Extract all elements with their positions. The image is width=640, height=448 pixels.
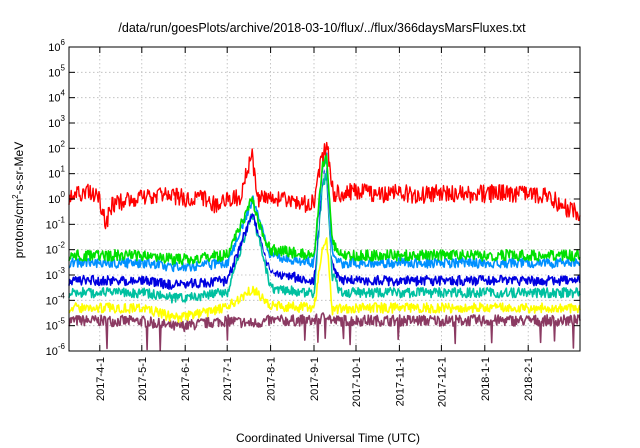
y-tick-label: 102 bbox=[48, 139, 65, 155]
y-tick-label: 103 bbox=[48, 114, 65, 130]
x-tick-label: 2017-7-1 bbox=[222, 357, 234, 401]
y-tick-label: 10-3 bbox=[46, 266, 66, 282]
y-tick-label: 10-2 bbox=[46, 241, 66, 257]
series-line bbox=[68, 237, 581, 323]
y-axis-label: protons/cm2-s-sr-MeV bbox=[11, 142, 26, 258]
y-tick-label: 10-4 bbox=[46, 291, 66, 307]
series-line bbox=[68, 161, 581, 280]
x-tick-label: 2017-6-1 bbox=[180, 357, 192, 401]
y-tick-label: 10-1 bbox=[46, 215, 66, 231]
y-axis-label-main: protons/cm bbox=[12, 199, 26, 258]
x-tick-label: 2018-1-1 bbox=[480, 357, 492, 401]
chart-title: /data/run/goesPlots/archive/2018-03-10/f… bbox=[118, 21, 526, 35]
x-tick-label: 2017-10-1 bbox=[351, 357, 363, 407]
y-tick-label: 100 bbox=[48, 190, 65, 206]
x-tick-label: 2017-11-1 bbox=[394, 357, 406, 406]
y-tick-label: 104 bbox=[48, 89, 65, 105]
y-axis-label-superscript: 2 bbox=[11, 194, 20, 199]
x-tick-label: 2017-12-1 bbox=[436, 357, 448, 407]
x-tick-label: 2017-5-1 bbox=[137, 357, 149, 401]
y-tick-label: 105 bbox=[48, 63, 65, 79]
x-tick-label: 2017-8-1 bbox=[266, 357, 278, 401]
x-axis-label: Coordinated Universal Time (UTC) bbox=[236, 431, 420, 445]
x-tick-label: 2017-4-1 bbox=[95, 357, 107, 401]
y-axis-label-units: -s-sr-MeV bbox=[12, 142, 26, 195]
y-tick-label: 106 bbox=[48, 38, 65, 54]
y-tick-label: 101 bbox=[48, 165, 65, 181]
x-tick-labels: 2017-4-1 2017-5-1 2017-6-1 2017-7-1 2017-8-1… bbox=[95, 357, 535, 407]
series-line bbox=[68, 312, 581, 352]
axis-ticks bbox=[69, 46, 580, 352]
series-line bbox=[68, 170, 581, 304]
x-tick-label: 2017-9-1 bbox=[309, 357, 321, 401]
y-tick-label: 10-5 bbox=[46, 317, 66, 333]
data-series bbox=[68, 141, 581, 352]
series-line bbox=[68, 141, 581, 230]
series-line bbox=[68, 153, 581, 266]
y-tick-label: 10-6 bbox=[46, 342, 66, 358]
y-tick-labels: 10-6 10-5 10-4 10-3 10-2 10-1 100 101 102 103 104 1… bbox=[46, 38, 66, 358]
x-tick-label: 2018-2-1 bbox=[523, 357, 535, 401]
